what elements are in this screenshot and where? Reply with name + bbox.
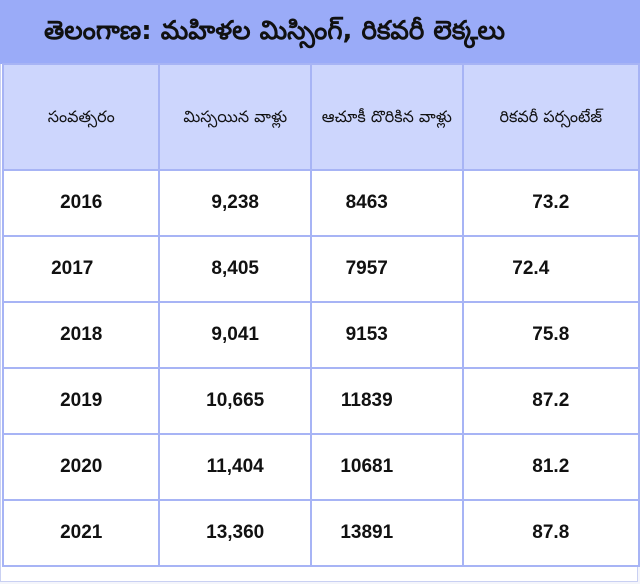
cell-found: 9153 [309, 301, 464, 369]
cell-recovery-pct: 72.4 [461, 235, 640, 303]
page-title: తెలంగాణ: మహిళల మిస్సింగ్, రికవరీ లెక్కలు [44, 16, 505, 46]
cell-year: 2021 [1, 499, 161, 567]
cell-found: 7957 [309, 235, 464, 303]
table-row: 2019 10,665 11839 87.2 [1, 367, 640, 435]
cell-year: 2019 [1, 367, 161, 435]
cell-found: 10681 [309, 433, 464, 501]
cell-found: 11839 [309, 367, 464, 435]
cell-recovery-pct: 87.2 [461, 367, 640, 435]
data-table: సంవత్సరం మిస్సయిన వాళ్లు ఆచూకీ దొరికిన వ… [1, 63, 640, 567]
cell-missing: 10,665 [158, 367, 312, 435]
cell-year: 2017 [1, 235, 161, 303]
cell-found: 13891 [309, 499, 464, 567]
table-row: 2017 8,405 7957 72.4 [1, 235, 640, 303]
cell-missing: 9,041 [158, 301, 312, 369]
cell-missing: 8,405 [158, 235, 312, 303]
cell-missing: 9,238 [158, 169, 312, 237]
cell-year: 2018 [1, 301, 161, 369]
title-bar: తెలంగాణ: మహిళల మిస్సింగ్, రికవరీ లెక్కలు [0, 0, 640, 64]
cell-recovery-pct: 87.8 [461, 499, 640, 567]
table-row: 2020 11,404 10681 81.2 [1, 433, 640, 501]
cell-recovery-pct: 75.8 [461, 301, 640, 369]
cell-recovery-pct: 81.2 [461, 433, 640, 501]
table-row: 2016 9,238 8463 73.2 [1, 169, 640, 237]
header-missing: మిస్సయిన వాళ్లు [158, 63, 312, 171]
cell-missing: 13,360 [158, 499, 312, 567]
table-row: 2018 9,041 9153 75.8 [1, 301, 640, 369]
cell-found: 8463 [309, 169, 464, 237]
cell-year: 2016 [1, 169, 161, 237]
cell-missing: 11,404 [158, 433, 312, 501]
table-row: 2021 13,360 13891 87.8 [1, 499, 640, 567]
header-row: సంవత్సరం మిస్సయిన వాళ్లు ఆచూకీ దొరికిన వ… [1, 63, 640, 171]
header-year: సంవత్సరం [1, 63, 161, 171]
header-found: ఆచూకీ దొరికిన వాళ్లు [309, 63, 464, 171]
cell-year: 2020 [1, 433, 161, 501]
cell-recovery-pct: 73.2 [461, 169, 640, 237]
header-recovery-pct: రికవరీ పర్సంటేజ్ [461, 63, 640, 171]
